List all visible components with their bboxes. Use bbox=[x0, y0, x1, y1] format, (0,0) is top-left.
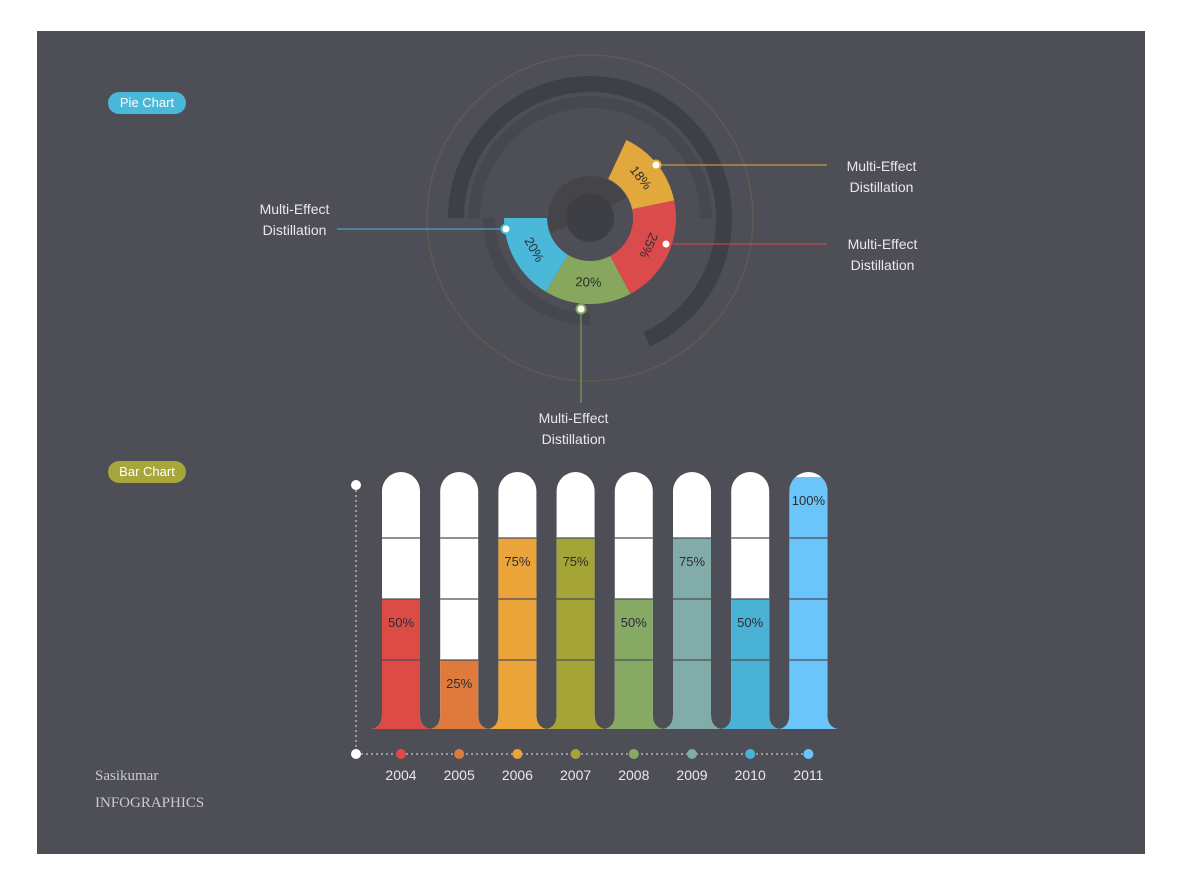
chart-canvas: 20%20%25%18%50%200425%200575%200675%2007… bbox=[337, 54, 838, 783]
callout-left-line2: Distillation bbox=[262, 222, 327, 238]
bar-axis-dot-2004 bbox=[396, 749, 406, 759]
callout-bottom-line1: Multi-Effect bbox=[538, 410, 609, 426]
callout-left: Multi-Effect Distillation bbox=[242, 199, 347, 241]
bar-axis-dot-2006 bbox=[512, 749, 523, 759]
bar-category-label-2008: 2008 bbox=[618, 767, 649, 783]
pie-slice-label-2: 20% bbox=[575, 274, 602, 290]
bar-category-label-2009: 2009 bbox=[676, 767, 707, 783]
bar-value-label-2004: 50% bbox=[388, 615, 414, 630]
callout-bottom-marker bbox=[575, 303, 587, 315]
callout-top-right: Multi-Effect Distillation bbox=[834, 156, 929, 198]
pie-outline-circle bbox=[426, 54, 754, 382]
pie-slice-2 bbox=[545, 254, 631, 304]
bar-fill-2011 bbox=[779, 477, 838, 729]
bar-value-label-2009: 75% bbox=[679, 554, 705, 569]
bar-axis-dot-2010 bbox=[745, 749, 756, 759]
pie-slice-3 bbox=[610, 200, 676, 294]
footer-author: Sasikumar bbox=[95, 768, 159, 784]
bar-category-label-2010: 2010 bbox=[735, 767, 766, 783]
bar-axis-dot-2009 bbox=[687, 749, 697, 759]
callout-bottom: Multi-Effect Distillation bbox=[521, 408, 626, 450]
callout-left-marker bbox=[500, 223, 512, 235]
footer-brand: Sasikumar INFOGRAPHICS bbox=[95, 763, 204, 817]
callout-bottom-line2: Distillation bbox=[541, 431, 606, 447]
pie-center-disc bbox=[566, 194, 614, 242]
callout-top-right-line2: Distillation bbox=[849, 179, 914, 195]
bar-axis-dot-2011 bbox=[803, 749, 814, 759]
bar-axis-dot-2005 bbox=[454, 749, 465, 759]
bar-category-label-2006: 2006 bbox=[502, 767, 533, 783]
bar-value-label-2007: 75% bbox=[563, 554, 589, 569]
bar-value-label-2006: 75% bbox=[504, 554, 530, 569]
bar-axis-dot-2007 bbox=[570, 749, 581, 759]
bar-y-axis-top-dot bbox=[351, 480, 361, 490]
bar-category-label-2007: 2007 bbox=[560, 767, 591, 783]
footer-title: INFOGRAPHICS bbox=[95, 795, 205, 811]
infographic-panel: 20% 20% 25% 18% 50% 2004 25% 2005 75% 2006 75% 2007… bbox=[37, 31, 1145, 854]
bar-value-label-2010: 50% bbox=[737, 615, 763, 630]
callout-right-line1: Multi-Effect bbox=[847, 236, 918, 252]
callout-left-line1: Multi-Effect bbox=[259, 201, 330, 217]
bar-category-label-2004: 2004 bbox=[385, 767, 416, 783]
bar-value-label-2011: 100% bbox=[792, 493, 826, 508]
pie-chart-label: Pie Chart bbox=[108, 92, 186, 114]
bar-axis-dot-2008 bbox=[628, 749, 639, 759]
callout-top-right-line1: Multi-Effect bbox=[846, 158, 917, 174]
callout-right-line2: Distillation bbox=[850, 257, 915, 273]
callout-right: Multi-Effect Distillation bbox=[835, 234, 930, 276]
bar-category-label-2011: 2011 bbox=[793, 767, 823, 783]
pie-slice-4 bbox=[608, 140, 675, 210]
callout-right-marker bbox=[660, 238, 672, 250]
bar-value-label-2005: 25% bbox=[446, 676, 472, 691]
bar-chart-label: Bar Chart bbox=[108, 461, 186, 483]
callout-top-right-marker bbox=[650, 159, 662, 171]
bar-fill-2005 bbox=[430, 660, 489, 729]
bar-category-label-2005: 2005 bbox=[444, 767, 475, 783]
bar-origin-dot bbox=[351, 749, 361, 759]
pie-slice-1 bbox=[504, 218, 568, 292]
bar-value-label-2008: 50% bbox=[621, 615, 647, 630]
